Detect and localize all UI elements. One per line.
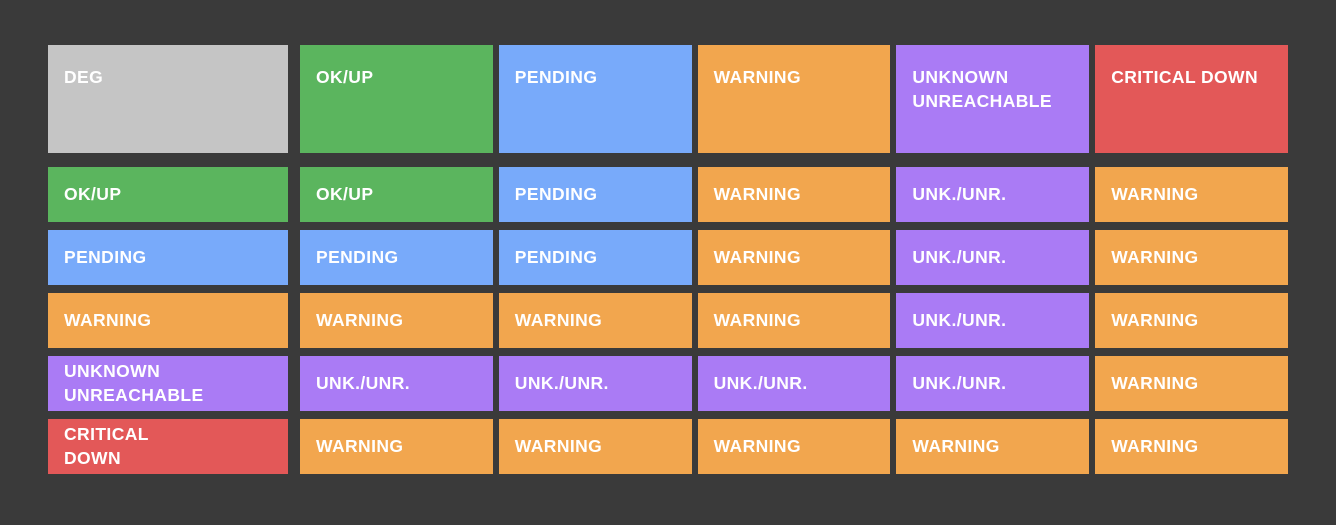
row-cells: WARNING WARNING WARNING WARNING WARNING bbox=[300, 419, 1288, 474]
column-header-unknown-unreachable: UNKNOWN UNREACHABLE bbox=[896, 45, 1090, 153]
matrix-cell: UNK./UNR. bbox=[300, 356, 493, 411]
matrix-cell: WARNING bbox=[498, 419, 692, 474]
matrix-cell: UNK./UNR. bbox=[896, 230, 1090, 285]
row-cells: WARNING WARNING WARNING UNK./UNR. WARNIN… bbox=[300, 293, 1288, 348]
matrix-cell: PENDING bbox=[498, 230, 692, 285]
matrix-row-ok-up: OK/UP OK/UP PENDING WARNING UNK./UNR. WA… bbox=[48, 167, 1288, 222]
matrix-cell: UNK./UNR. bbox=[896, 356, 1090, 411]
matrix-cell: WARNING bbox=[697, 230, 891, 285]
matrix-header-row: DEG OK/UP PENDING WARNING UNKNOWN UNREAC… bbox=[48, 45, 1288, 153]
matrix-cell: WARNING bbox=[1095, 293, 1288, 348]
matrix-cell: WARNING bbox=[697, 167, 891, 222]
row-cells: UNK./UNR. UNK./UNR. UNK./UNR. UNK./UNR. … bbox=[300, 356, 1288, 411]
matrix-cell: OK/UP bbox=[300, 167, 493, 222]
matrix-row-warning: WARNING WARNING WARNING WARNING UNK./UNR… bbox=[48, 293, 1288, 348]
matrix-cell: UNK./UNR. bbox=[498, 356, 692, 411]
matrix-cell: WARNING bbox=[896, 419, 1090, 474]
matrix-cell: WARNING bbox=[1095, 356, 1288, 411]
column-header-critical-down: CRITICAL DOWN bbox=[1095, 45, 1288, 153]
corner-cell-deg: DEG bbox=[48, 45, 288, 153]
row-label-warning: WARNING bbox=[48, 293, 288, 348]
matrix-cell: WARNING bbox=[697, 293, 891, 348]
row-label-ok-up: OK/UP bbox=[48, 167, 288, 222]
matrix-cell: WARNING bbox=[1095, 230, 1288, 285]
matrix-cell: WARNING bbox=[300, 293, 493, 348]
matrix-cell: UNK./UNR. bbox=[896, 293, 1090, 348]
state-degradation-matrix: DEG OK/UP PENDING WARNING UNKNOWN UNREAC… bbox=[48, 45, 1288, 474]
matrix-cell: WARNING bbox=[1095, 419, 1288, 474]
matrix-cell: WARNING bbox=[300, 419, 493, 474]
column-header-pending: PENDING bbox=[498, 45, 692, 153]
row-cells: OK/UP PENDING WARNING UNK./UNR. WARNING bbox=[300, 167, 1288, 222]
matrix-cell: PENDING bbox=[498, 167, 692, 222]
matrix-cell: WARNING bbox=[1095, 167, 1288, 222]
header-cells: OK/UP PENDING WARNING UNKNOWN UNREACHABL… bbox=[300, 45, 1288, 153]
matrix-row-critical-down: CRITICAL DOWN WARNING WARNING WARNING WA… bbox=[48, 419, 1288, 474]
matrix-cell: WARNING bbox=[697, 419, 891, 474]
matrix-row-pending: PENDING PENDING PENDING WARNING UNK./UNR… bbox=[48, 230, 1288, 285]
row-cells: PENDING PENDING WARNING UNK./UNR. WARNIN… bbox=[300, 230, 1288, 285]
column-header-warning: WARNING bbox=[697, 45, 891, 153]
matrix-cell: UNK./UNR. bbox=[697, 356, 891, 411]
matrix-cell: WARNING bbox=[498, 293, 692, 348]
row-label-unknown-unreachable: UNKNOWN UNREACHABLE bbox=[48, 356, 288, 411]
matrix-row-unknown-unreachable: UNKNOWN UNREACHABLE UNK./UNR. UNK./UNR. … bbox=[48, 356, 1288, 411]
row-label-critical-down: CRITICAL DOWN bbox=[48, 419, 288, 474]
matrix-cell: UNK./UNR. bbox=[896, 167, 1090, 222]
column-header-ok-up: OK/UP bbox=[300, 45, 493, 153]
matrix-cell: PENDING bbox=[300, 230, 493, 285]
row-label-pending: PENDING bbox=[48, 230, 288, 285]
